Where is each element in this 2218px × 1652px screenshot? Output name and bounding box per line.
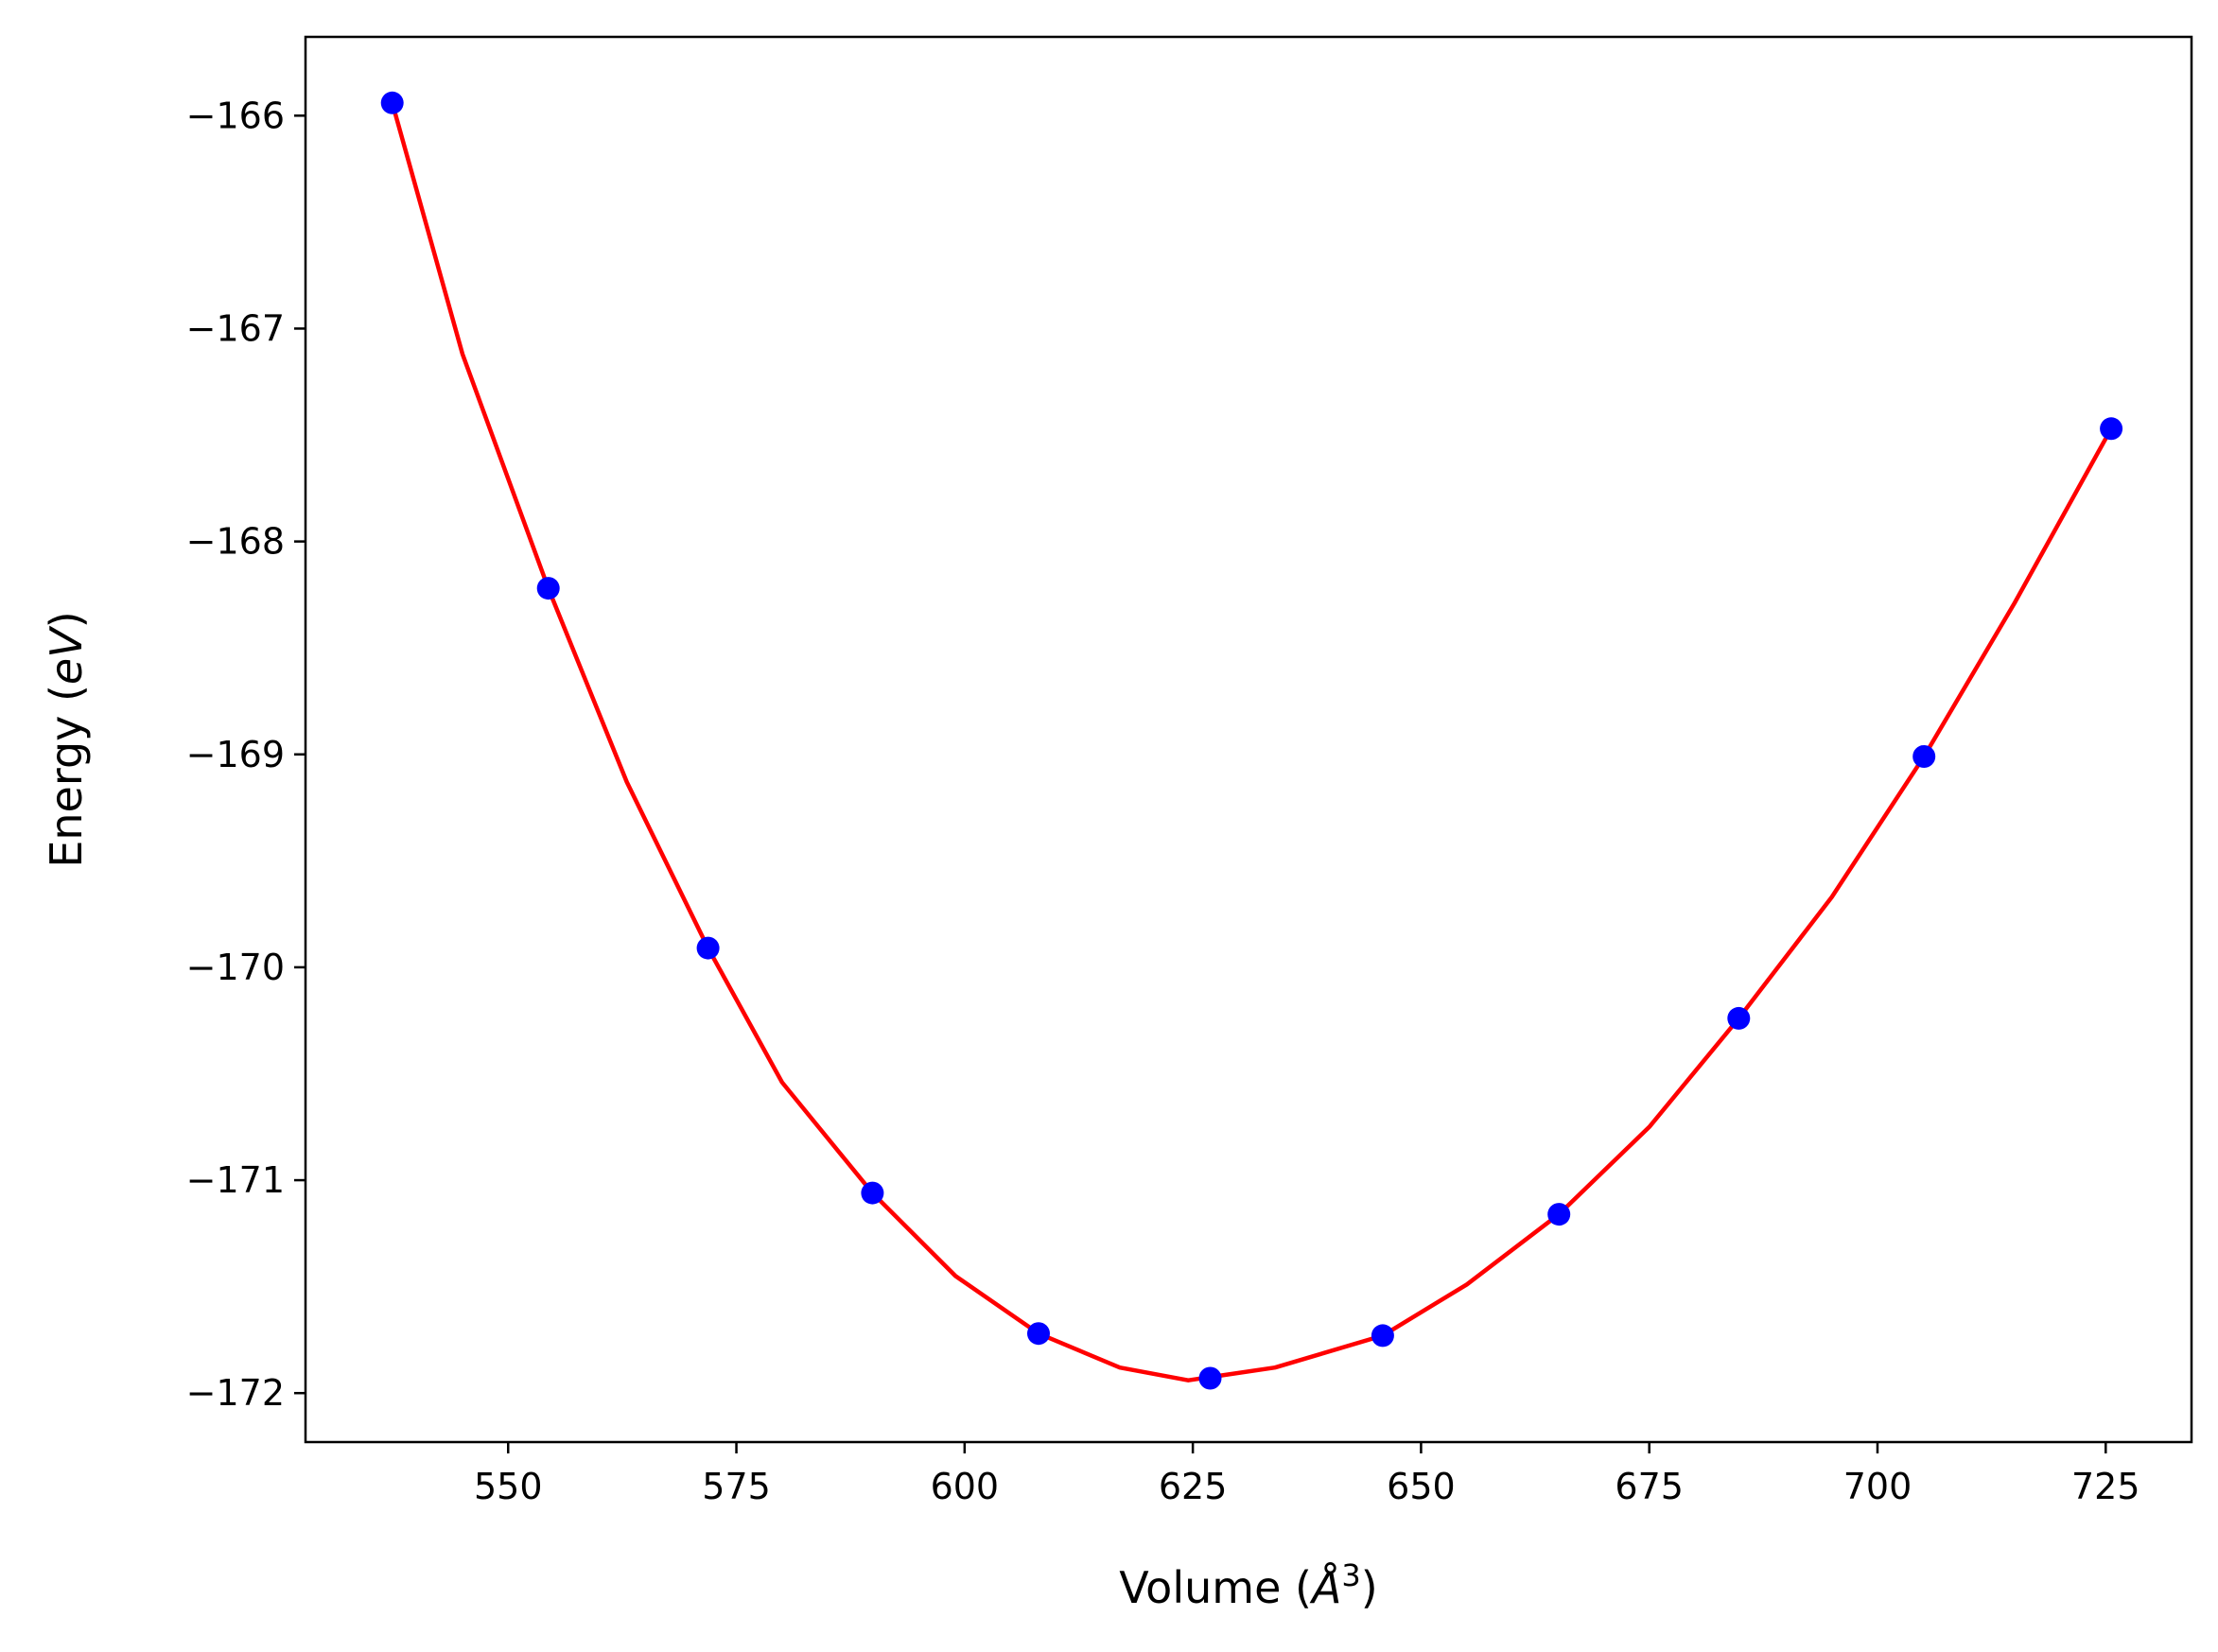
y-tick-label: −166 — [186, 95, 285, 136]
y-axis-label: Energy (eV) — [41, 611, 92, 867]
x-tick-label: 650 — [1387, 1466, 1456, 1507]
y-tick-label: −168 — [186, 521, 285, 563]
data-point — [696, 936, 720, 960]
x-tick-label: 550 — [474, 1466, 543, 1507]
x-tick-label: 700 — [1843, 1466, 1912, 1507]
y-axis-ticks: −166 −167 −168 −169 −170 −171 −172 — [186, 95, 306, 1414]
plot-area — [380, 91, 2123, 1390]
data-point — [2100, 417, 2123, 441]
x-tick-label: 625 — [1159, 1466, 1228, 1507]
data-point — [1371, 1324, 1394, 1348]
y-tick-label: −167 — [186, 307, 285, 349]
data-point — [1547, 1203, 1571, 1226]
x-axis-ticks: 550 575 600 625 650 675 700 725 — [474, 1442, 2140, 1507]
data-point — [861, 1181, 884, 1205]
x-axis-label: Volume (Å3) — [1119, 1557, 1377, 1613]
x-tick-label: 600 — [931, 1466, 1000, 1507]
x-tick-label: 675 — [1615, 1466, 1684, 1507]
axes-frame — [304, 35, 2193, 1444]
data-point — [1027, 1322, 1050, 1346]
y-tick-label: −170 — [186, 947, 285, 988]
data-point — [536, 577, 560, 600]
data-point — [1198, 1366, 1222, 1390]
y-tick-label: −171 — [186, 1159, 285, 1201]
data-point — [380, 91, 404, 114]
y-tick-label: −172 — [186, 1372, 285, 1414]
y-tick-label: −169 — [186, 734, 285, 775]
fit-curve-line — [390, 100, 2114, 1382]
x-tick-label: 575 — [702, 1466, 771, 1507]
x-tick-label: 725 — [2071, 1466, 2140, 1507]
data-point — [1912, 745, 1936, 768]
data-point — [1727, 1006, 1751, 1030]
